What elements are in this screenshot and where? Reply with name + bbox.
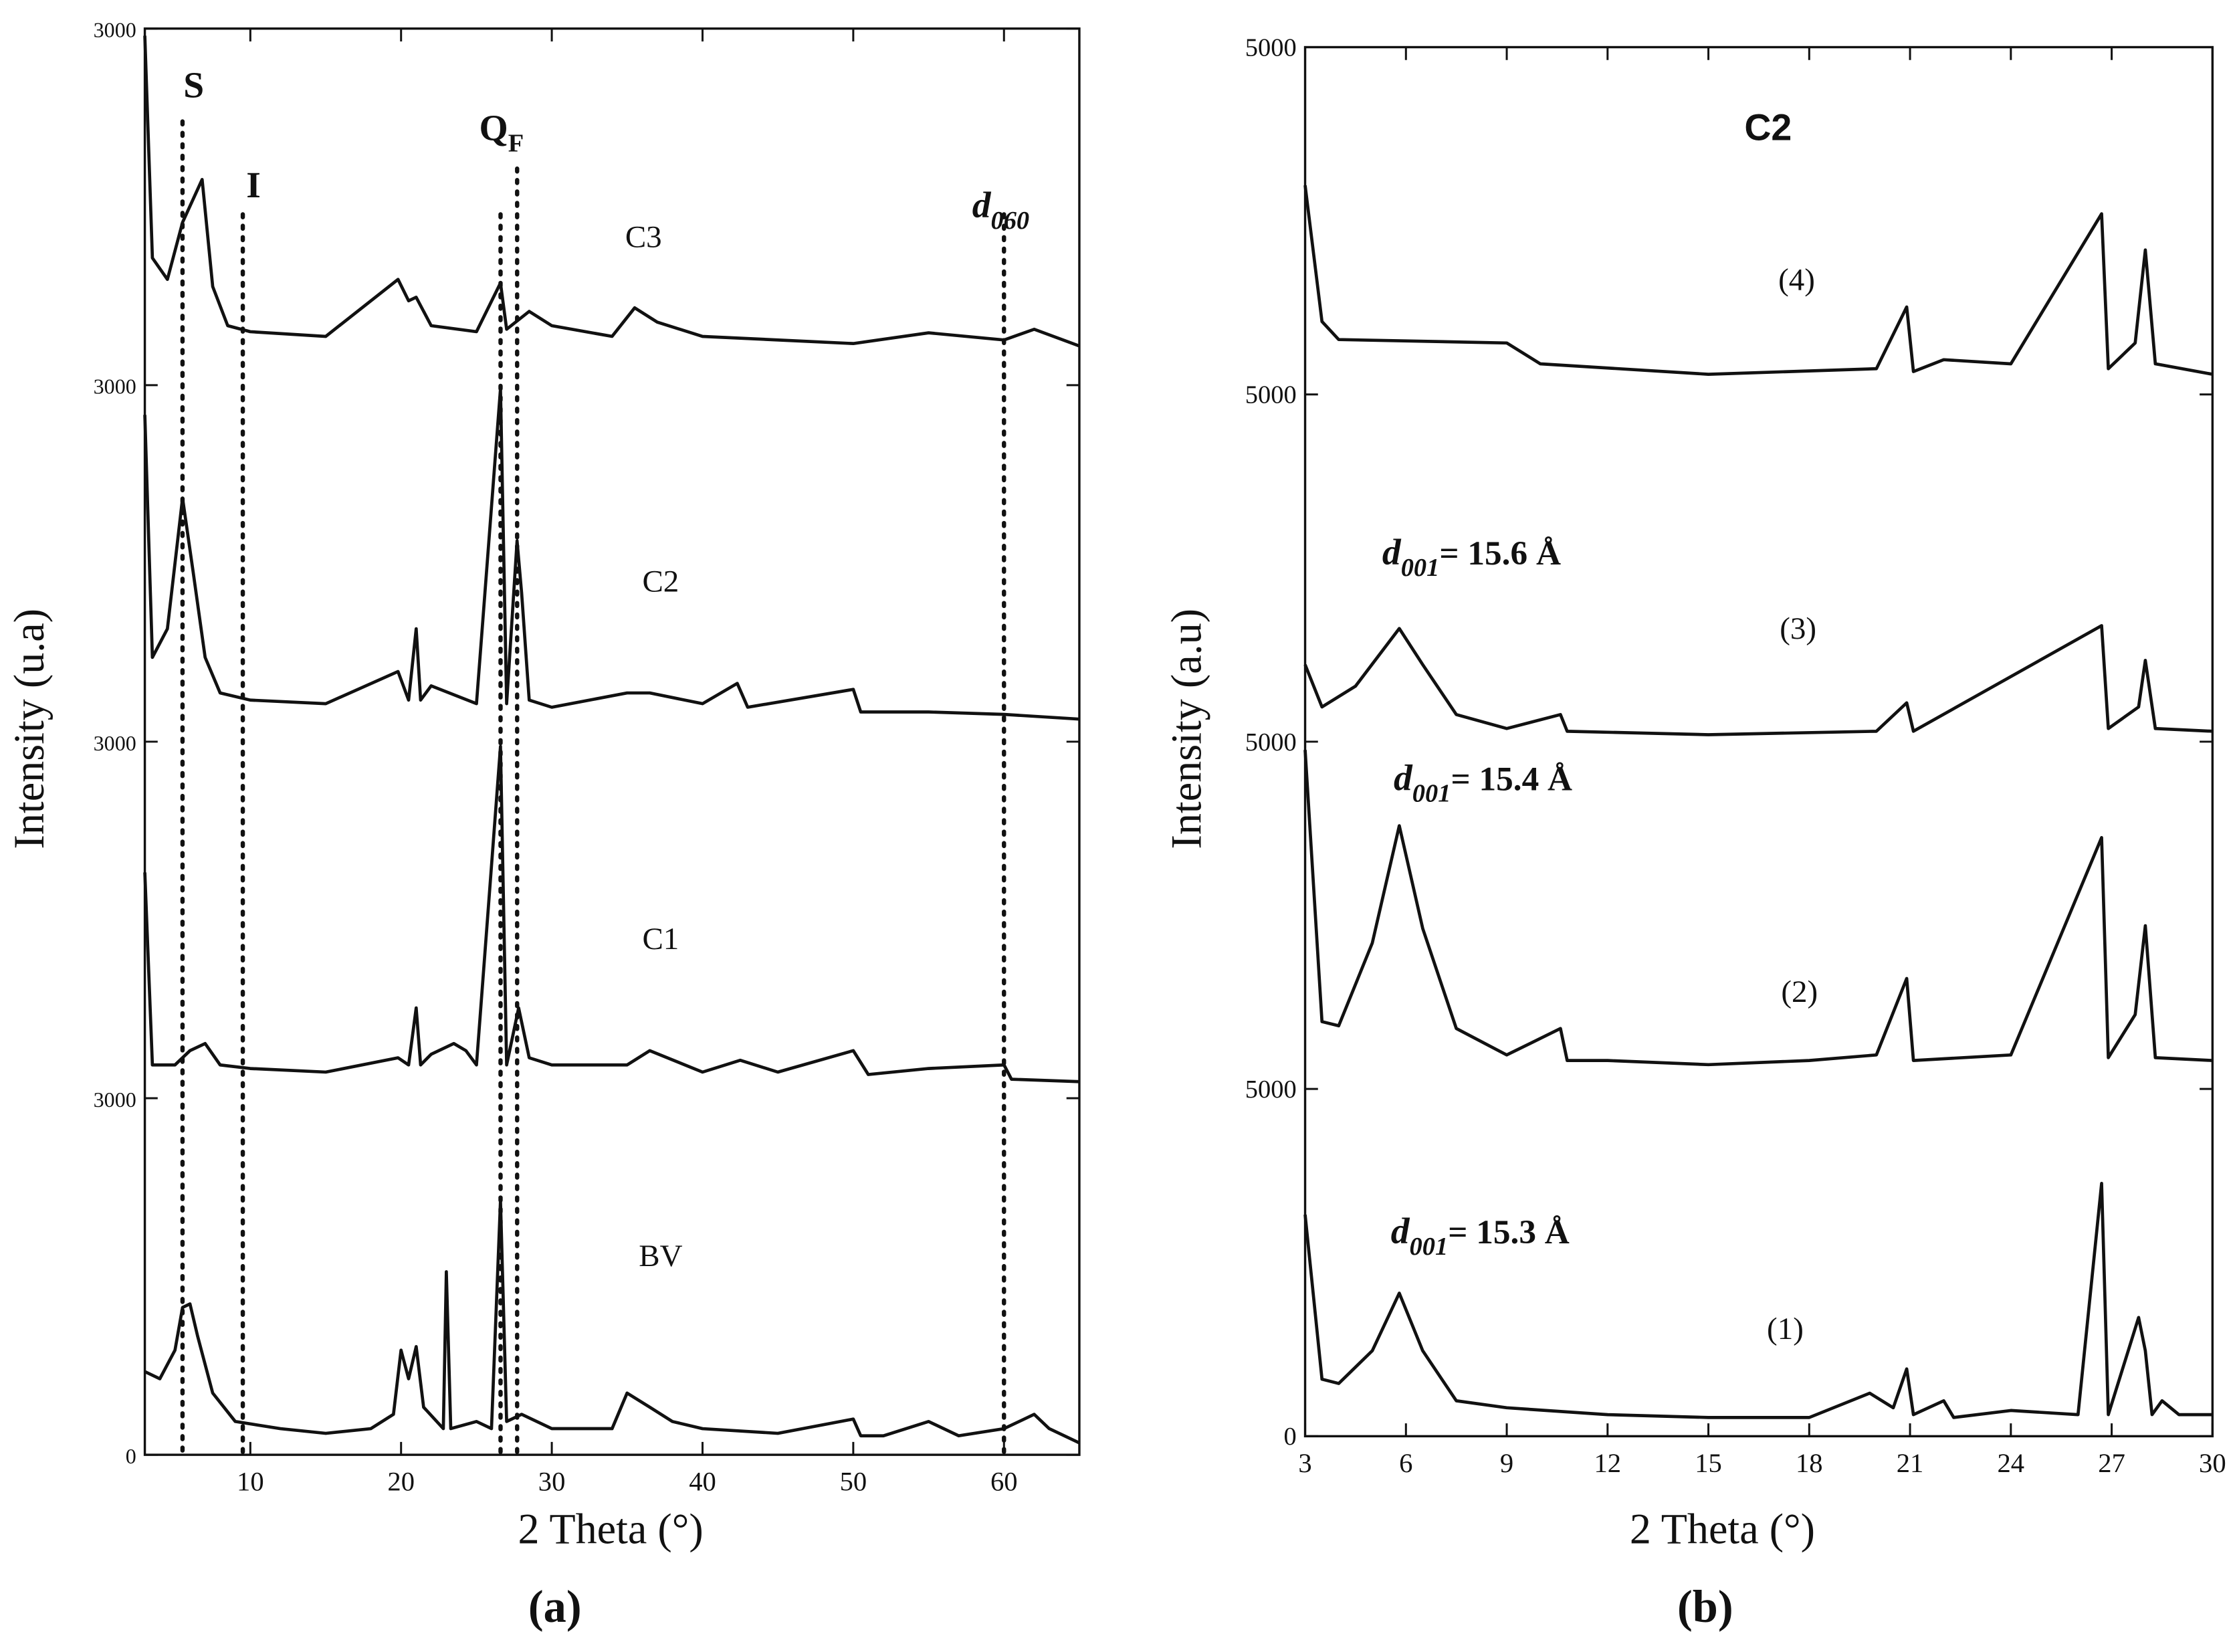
- series-line: [143, 744, 1080, 1083]
- annotation-text: I: [246, 165, 261, 206]
- series-label: BV: [639, 1239, 682, 1273]
- annotation-sub: F: [508, 129, 524, 157]
- x-tick-label: 20: [387, 1467, 415, 1497]
- annotation: d001= 15.4 Å: [1394, 758, 1572, 808]
- series-label: C3: [625, 220, 662, 255]
- x-axis-label: 2 Theta (°): [518, 1506, 704, 1553]
- chart-title: C2: [1744, 106, 1792, 148]
- x-tick-label: 9: [1500, 1448, 1513, 1478]
- annotation: I: [246, 165, 261, 206]
- series-line: [1303, 185, 2213, 376]
- y-axis-label: Intensity (u.a): [5, 609, 53, 849]
- annotation-rest: = 15.6 Å: [1439, 534, 1561, 573]
- series-line: [143, 35, 1080, 348]
- y-tick-label: 5000: [1245, 33, 1297, 62]
- annotation: QF: [480, 107, 524, 157]
- annotation: S: [183, 64, 204, 106]
- x-axis-label: 2 Theta (°): [1630, 1506, 1815, 1553]
- x-tick-label: 30: [2199, 1448, 2226, 1478]
- panel-label: (b): [1677, 1581, 1733, 1632]
- y-tick-label: 5000: [1245, 1075, 1297, 1104]
- panel-label: (a): [528, 1581, 582, 1632]
- x-tick-label: 40: [689, 1467, 716, 1497]
- y-tick-label: 0: [126, 1444, 136, 1468]
- x-tick-label: 15: [1695, 1448, 1722, 1478]
- annotation-rest: = 15.4 Å: [1451, 760, 1572, 799]
- axis-frame: [143, 27, 1081, 1456]
- x-tick-label: 30: [538, 1467, 566, 1497]
- annotation: d001= 15.6 Å: [1382, 532, 1561, 582]
- annotation: d001= 15.3 Å: [1391, 1211, 1570, 1261]
- annotation-sub: 060: [990, 207, 1029, 235]
- annotation-sub: 001: [1412, 780, 1451, 808]
- series-label: (4): [1778, 263, 1815, 298]
- annotation: d060: [972, 185, 1029, 235]
- annotation-text: d: [1394, 758, 1413, 799]
- annotation-text: d: [1382, 532, 1402, 573]
- y-axis-label: Intensity (a.u): [1163, 609, 1210, 849]
- series-line: [1303, 750, 2213, 1067]
- y-tick-label: 3000: [94, 731, 136, 755]
- x-tick-label: 24: [1998, 1448, 2025, 1478]
- series-label: C1: [642, 922, 679, 956]
- series-line: [143, 387, 1080, 721]
- annotation-sub: 001: [1401, 554, 1440, 582]
- annotation-rest: = 15.3 Å: [1448, 1213, 1570, 1251]
- x-tick-label: 6: [1399, 1448, 1412, 1478]
- y-tick-label: 5000: [1245, 728, 1297, 756]
- y-tick-label: 3000: [94, 375, 136, 399]
- y-tick-label: 5000: [1245, 381, 1297, 409]
- annotation-text: d: [972, 185, 992, 226]
- annotation-text: d: [1391, 1211, 1410, 1252]
- series-label: (1): [1767, 1312, 1804, 1346]
- x-tick-label: 50: [840, 1467, 867, 1497]
- y-tick-label: 0: [1283, 1423, 1296, 1451]
- annotation-text: S: [183, 64, 204, 106]
- x-tick-label: 27: [2098, 1448, 2125, 1478]
- x-tick-label: 21: [1897, 1448, 1924, 1478]
- x-tick-label: 12: [1594, 1448, 1622, 1478]
- series-line: [1303, 1182, 2213, 1419]
- x-tick-label: 60: [990, 1467, 1018, 1497]
- annotation-sub: 001: [1410, 1233, 1449, 1261]
- series-line: [144, 1199, 1080, 1445]
- series-line: [1303, 624, 2213, 736]
- y-tick-label: 3000: [94, 1088, 136, 1112]
- x-tick-label: 18: [1796, 1448, 1823, 1478]
- y-tick-label: 3000: [94, 18, 136, 42]
- annotation-text: Q: [480, 107, 508, 148]
- series-label: (3): [1780, 611, 1816, 646]
- series-label: C2: [642, 564, 679, 599]
- series-label: (2): [1781, 974, 1818, 1009]
- x-tick-label: 3: [1298, 1448, 1311, 1478]
- x-tick-label: 10: [237, 1467, 264, 1497]
